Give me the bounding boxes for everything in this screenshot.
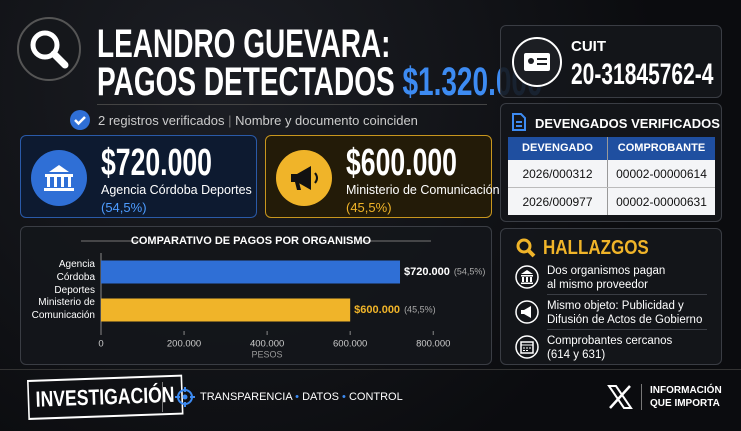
title-line2: PAGOS DETECTADOS $1.320.000 — [97, 62, 543, 102]
value-label: $600.000 — [354, 304, 400, 316]
bar — [101, 260, 401, 284]
card-share: (54,5%) — [101, 200, 147, 215]
tag: CONTROL — [348, 391, 403, 403]
megaphone-icon — [276, 150, 332, 206]
card-amount: $600.000 — [346, 142, 457, 184]
cuit-label: CUIT — [571, 38, 606, 55]
td: 00002-00000614 — [616, 167, 707, 181]
card-name: Ministerio de Comunicación — [346, 183, 500, 197]
findings-title: HALLAZGOS — [543, 237, 649, 259]
card-share: (45,5%) — [346, 200, 392, 215]
x-logo — [607, 385, 633, 409]
cuit-value: 20-31845762-4 — [571, 58, 714, 91]
td: 00002-00000631 — [616, 195, 707, 209]
x-axis-label: PESOS — [251, 349, 282, 359]
finding-divider — [547, 294, 707, 295]
cuit-panel: CUIT 20-31845762-4 — [500, 25, 722, 98]
card: $720.000 Agencia Córdoba Deportes (54,5%… — [20, 135, 257, 218]
row-divider — [508, 187, 715, 188]
brand-line: QUE IMPORTA — [650, 398, 720, 409]
footer-divider — [0, 369, 741, 370]
sep — [641, 384, 642, 410]
sep — [162, 382, 163, 412]
chart-title: COMPARATIVO DE PAGOS POR ORGANISMO — [131, 235, 372, 247]
target-icon — [175, 387, 195, 407]
finding-icon — [515, 265, 539, 289]
table-title: DEVENGADOS VERIFICADOS — [535, 116, 720, 131]
table-panel: DEVENGADOS VERIFICADOS DEVENGADO COMPROB… — [500, 103, 722, 222]
col-divider — [607, 137, 608, 215]
x-tick-label: 800.000 — [416, 339, 450, 350]
card-amount: $720.000 — [101, 142, 212, 184]
finding-text: (614 y 631) — [547, 349, 606, 361]
search-icon — [17, 17, 81, 81]
chart: COMPARATIVO DE PAGOS POR ORGANISMO PESOS… — [81, 235, 486, 359]
x-tick-label: 200.000 — [167, 339, 201, 350]
divider — [97, 104, 487, 105]
check-icon — [70, 110, 90, 130]
category-label: Agencia Córdoba Deportes — [54, 259, 95, 296]
x-tick-label: 600.000 — [333, 339, 367, 350]
card-name: Agencia Córdoba Deportes — [101, 183, 252, 197]
x-tick-label: 400.000 — [250, 339, 284, 350]
x-tick-label: 0 — [98, 339, 103, 350]
tag: DATOS — [302, 391, 339, 403]
finding-text: Mismo objeto: Publicidad y — [547, 300, 684, 312]
title-line1: LEANDRO GUEVARA: — [97, 22, 391, 66]
td: 2026/000977 — [522, 195, 593, 209]
title-text: PAGOS DETECTADOS — [97, 60, 395, 104]
building-icon — [31, 150, 87, 206]
bar — [101, 298, 351, 322]
share-label: (54,5%) — [454, 266, 486, 276]
verified-line: 2 registros verificados | Nombre y docum… — [98, 113, 418, 128]
finding-text: Dos organismos pagan — [547, 265, 666, 277]
brand: INFORMACIÓN QUE IMPORTA — [650, 384, 722, 410]
td: 2026/000312 — [522, 167, 593, 181]
category-label: Ministerio de Comunicación — [31, 297, 95, 321]
chart-panel: COMPARATIVO DE PAGOS POR ORGANISMO PESOS… — [20, 226, 492, 365]
tags: TRANSPARENCIA • DATOS • CONTROL — [200, 391, 403, 403]
tag: TRANSPARENCIA — [200, 391, 293, 403]
finding-text: Difusión de Actos de Gobierno — [547, 314, 703, 326]
value-label: $720.000 — [404, 266, 450, 278]
finding-icon — [515, 300, 539, 324]
findings-panel: HALLAZGOS Dos organismos pagan al mismo p… — [500, 228, 722, 365]
id-icon — [512, 37, 562, 87]
share-label: (45,5%) — [404, 304, 436, 314]
finding-icon — [515, 335, 539, 359]
verified: 2 registros verificados — [98, 113, 225, 128]
search-icon — [516, 238, 536, 258]
th: COMPROBANTE — [617, 142, 706, 154]
finding-divider — [547, 329, 707, 330]
card: $600.000 Ministerio de Comunicación (45,… — [265, 135, 500, 218]
badge: INVESTIGACIÓN — [27, 374, 184, 420]
brand-line: INFORMACIÓN — [650, 385, 722, 396]
match: Nombre y documento coinciden — [235, 113, 418, 128]
th: DEVENGADO — [522, 142, 593, 154]
doc-icon — [512, 113, 526, 131]
finding-text: Comprobantes cercanos — [547, 335, 673, 347]
table-header — [508, 137, 715, 160]
finding-text: al mismo proveedor — [547, 279, 648, 291]
